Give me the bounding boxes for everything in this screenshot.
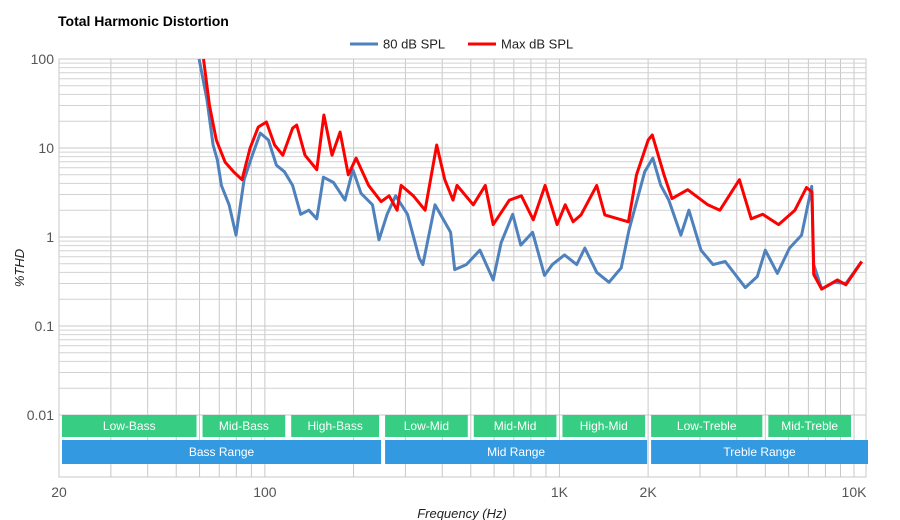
x-tick-label: 10K — [842, 484, 868, 500]
band-mid-mid — [473, 415, 557, 437]
band-mid-bass — [202, 415, 286, 437]
range-label: Treble Range — [723, 445, 796, 459]
x-tick-label: 1K — [551, 484, 569, 500]
range-label: Mid Range — [487, 445, 545, 459]
band-low-mid — [385, 415, 468, 437]
y-tick-label: 0.01 — [27, 407, 54, 423]
series-line-1 — [202, 58, 863, 291]
band-high-bass — [291, 415, 380, 437]
band-label: Mid-Bass — [219, 419, 269, 433]
band-low-treble — [651, 415, 763, 437]
series-line-0 — [197, 58, 863, 291]
band-label: Low-Treble — [677, 419, 737, 433]
band-label: Low-Bass — [103, 419, 156, 433]
x-tick-label: 2K — [640, 484, 658, 500]
y-axis-label: %THD — [12, 249, 27, 287]
y-tick-label: 1 — [46, 229, 54, 245]
y-tick-label: 100 — [31, 51, 55, 67]
legend-label-max: Max dB SPL — [501, 37, 573, 52]
band-low-bass — [62, 415, 197, 437]
y-tick-label: 0.1 — [35, 318, 55, 334]
range-bass-range — [62, 440, 382, 464]
legend: 80 dB SPL Max dB SPL — [350, 37, 573, 52]
y-tick-label: 10 — [38, 140, 54, 156]
band-label: High-Bass — [307, 419, 362, 433]
x-tick-label: 100 — [253, 484, 277, 500]
tick-labels: 20 100 1K 2K 10K 100 10 1 0.1 0.01 — [27, 51, 867, 500]
legend-label-80db: 80 dB SPL — [383, 37, 445, 52]
range-label: Bass Range — [189, 445, 255, 459]
range-mid-range — [385, 440, 648, 464]
band-label: Mid-Treble — [781, 419, 838, 433]
band-label: Mid-Mid — [494, 419, 537, 433]
frequency-bands: Low-Bass Mid-Bass High-Bass Low-Mid Mid-Mid H… — [62, 415, 868, 464]
x-axis-label: Frequency (Hz) — [417, 506, 507, 520]
band-mid-treble — [768, 415, 851, 437]
range-treble-range — [651, 440, 868, 464]
series-lines — [197, 58, 863, 291]
grid — [58, 58, 867, 478]
band-label: Low-Mid — [404, 419, 449, 433]
band-label: High-Mid — [580, 419, 628, 433]
band-high-mid — [562, 415, 646, 437]
x-tick-label: 20 — [51, 484, 67, 500]
chart-title: Total Harmonic Distortion — [58, 13, 229, 29]
